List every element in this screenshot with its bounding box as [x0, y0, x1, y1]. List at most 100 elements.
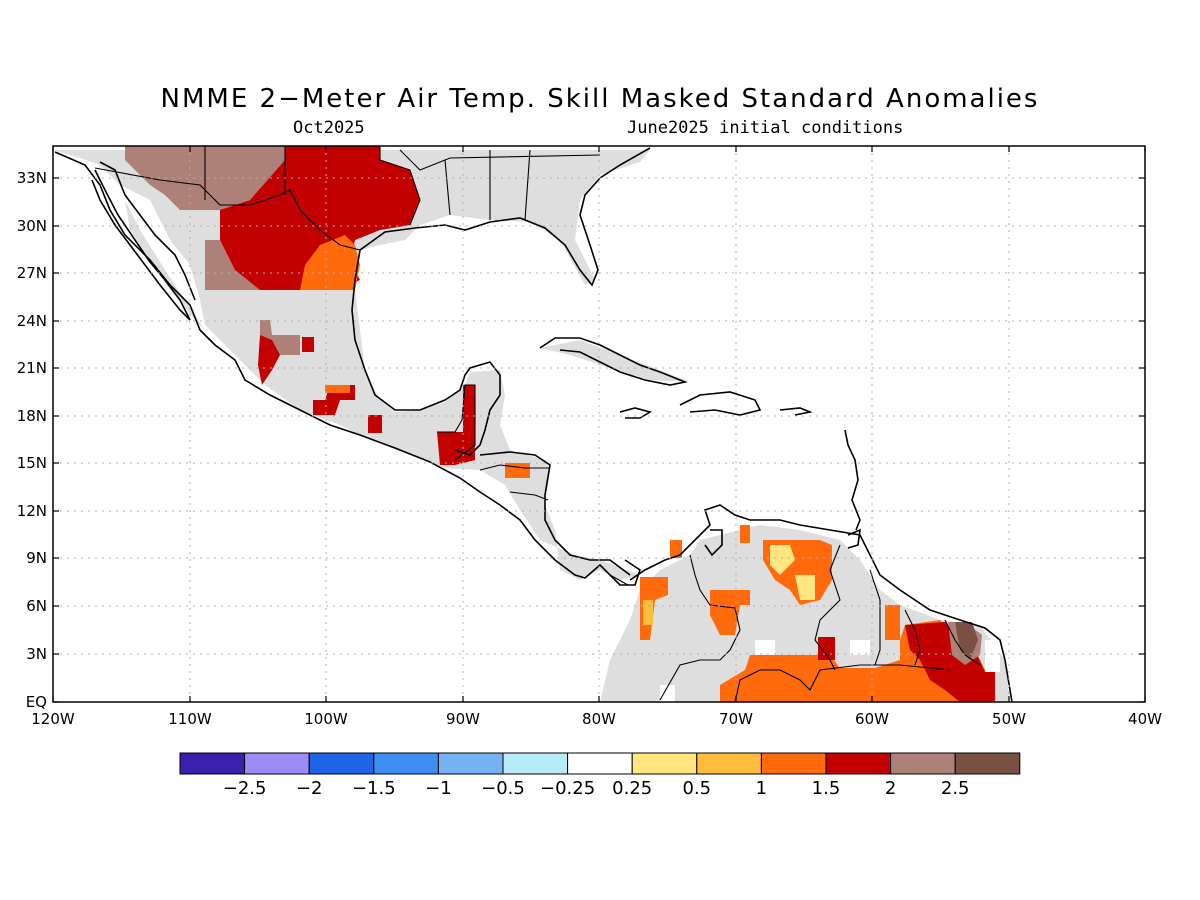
lat-label: EQ — [26, 693, 47, 711]
honduras-border — [479, 464, 550, 471]
trinidad — [847, 528, 861, 549]
guatemala-border — [437, 384, 476, 461]
gray-cuba — [540, 340, 690, 382]
lon-label: 40W — [1128, 710, 1162, 728]
lon-label: 100W — [304, 710, 348, 728]
anomaly-orange-small-sa2 — [670, 540, 682, 558]
lat-label: 9N — [26, 549, 47, 567]
colorbar-label: 2.5 — [941, 778, 970, 799]
gulf-of-california — [99, 161, 196, 301]
anomaly-orange-small-sa3 — [735, 590, 750, 605]
south-america-north-coast — [629, 504, 1013, 703]
lat-label: 3N — [26, 645, 47, 663]
anomaly-orange-small-1 — [325, 385, 350, 393]
anomaly-orange-small-sa — [740, 525, 750, 543]
graticule — [53, 146, 1145, 702]
state-border-6 — [524, 149, 531, 221]
colorbar-swatch — [179, 752, 246, 775]
colorbar-label: −2 — [296, 778, 323, 799]
colombia-venezuela-border — [659, 554, 741, 701]
lesser-antilles — [844, 429, 861, 531]
colorbar-label: −0.5 — [481, 778, 525, 799]
lake-maracaibo — [704, 529, 723, 557]
lat-label: 12N — [17, 502, 47, 520]
lon-label: 70W — [719, 710, 753, 728]
colorbar-swatch — [760, 752, 827, 775]
anomaly-white-sa-gap-1 — [660, 685, 675, 702]
latitude-axis: 33N 30N 27N 24N 21N 18N 15N 12N 9N 6N 3N EQ — [17, 169, 1145, 711]
initial-conditions: June2025 initial conditions — [627, 118, 904, 138]
pacific-coast — [54, 151, 641, 586]
us-mexico-border — [94, 167, 361, 251]
borders — [94, 146, 981, 703]
longitude-axis: 120W 110W 100W 90W 80W 70W 60W 50W 40W — [31, 146, 1162, 728]
anomaly-white-sa-gap-2 — [755, 640, 775, 655]
colorbar-swatch — [696, 752, 762, 775]
guyana-suriname-border — [869, 569, 881, 666]
anomaly-yellow-colombia — [643, 600, 653, 625]
map-title: NMME 2−Meter Air Temp. Skill Masked Stan… — [160, 84, 1040, 114]
colorbar-label: 1 — [756, 778, 767, 799]
lat-label: 24N — [17, 312, 47, 330]
puerto-rico — [779, 407, 813, 416]
nicaragua-border — [509, 491, 549, 501]
anomaly-orange-venezuela-south — [710, 590, 740, 635]
panama-colombia-border — [609, 574, 629, 586]
baja-peninsula — [91, 169, 191, 321]
anomaly-orange-rio-grande — [300, 235, 360, 290]
gulf-coast-mexico — [351, 249, 501, 456]
central-america-caribbean — [479, 451, 631, 576]
brazil-border — [734, 664, 951, 703]
colorbar-label: 2 — [885, 778, 896, 799]
anomaly-yellow-orinoco — [795, 575, 815, 600]
lat-label: 18N — [17, 407, 47, 425]
anomaly-yellow-venezuela — [770, 545, 795, 575]
cuba — [539, 337, 688, 386]
suriname-fg-border — [904, 609, 921, 666]
colorbar-swatch — [631, 752, 698, 775]
colorbar-swatch — [244, 752, 310, 775]
fg-brazil-border — [944, 619, 981, 666]
anomaly-orange-honduras — [505, 463, 530, 478]
lon-label: 80W — [582, 710, 616, 728]
colorbar-label: 0.5 — [682, 778, 711, 799]
anomaly-orange-guyana — [885, 605, 900, 640]
venezuela-guyana-border — [814, 544, 841, 671]
jamaica — [619, 407, 653, 419]
anomaly-white-sa-gap-4 — [985, 640, 1000, 672]
lat-label: 21N — [17, 359, 47, 377]
gray-north-america — [53, 150, 650, 580]
hispaniola — [679, 391, 762, 416]
colorbar-label: −1 — [425, 778, 452, 799]
anomaly-red-guyana — [818, 637, 835, 660]
anomaly-red-small-1 — [302, 337, 314, 352]
map-panel — [52, 145, 1146, 703]
lat-label: 33N — [17, 169, 47, 187]
lat-label: 15N — [17, 454, 47, 472]
colorbar-swatch — [308, 752, 375, 775]
anomaly-white-sa-gap-3 — [850, 640, 870, 655]
forecast-month: Oct2025 — [293, 118, 365, 138]
colorbar-swatch — [567, 752, 633, 775]
lon-label: 110W — [168, 710, 212, 728]
anomaly-red-guatemala — [437, 385, 475, 465]
colorbar-label: 1.5 — [812, 778, 841, 799]
colorbar-label: −2.5 — [223, 778, 267, 799]
state-border-4 — [444, 159, 451, 216]
colorbar-swatch — [954, 752, 1021, 775]
colorbar-swatch — [825, 752, 892, 775]
colorbar-swatch — [502, 752, 569, 775]
colorbar-label: −0.25 — [540, 778, 595, 799]
state-border-3 — [379, 146, 421, 226]
lon-label: 60W — [855, 710, 889, 728]
colorbar: −2.5 −2 −1.5 −1 −0.5 −0.25 0.25 0.5 1 1.5 2 2.5 — [179, 752, 1021, 799]
lat-label: 30N — [17, 217, 47, 235]
anomaly-red-texas-mexico — [220, 146, 420, 290]
colorbar-label: −1.5 — [352, 778, 396, 799]
lon-label: 50W — [992, 710, 1026, 728]
coastlines — [54, 147, 1013, 703]
colorbar-swatch — [373, 752, 439, 775]
lat-label: 6N — [26, 597, 47, 615]
anomaly-red-small-2 — [368, 415, 382, 433]
